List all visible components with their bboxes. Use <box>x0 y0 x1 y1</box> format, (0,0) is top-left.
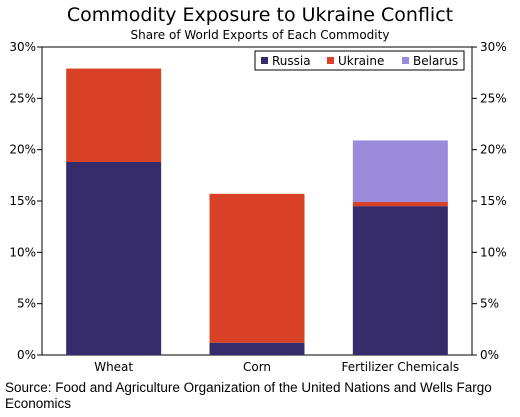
y-tick-label-left: 0% <box>17 348 36 362</box>
y-tick-label-left: 15% <box>9 194 36 208</box>
source-note: Source: Food and Agriculture Organizatio… <box>5 380 492 411</box>
y-tick-label-left: 20% <box>9 143 36 157</box>
y-tick-label-right: 25% <box>480 91 507 105</box>
legend-box <box>254 50 465 71</box>
axes-group: 0% 0% 5% 5% 10% 10% 15% 15% 20% 20% 25% 25% 30% 30% Wh… <box>9 40 506 374</box>
y-tick-label-left: 5% <box>17 297 36 311</box>
x-tick-label: Fertilizer Chemicals <box>342 360 460 374</box>
y-tick-label-right: 0% <box>480 348 499 362</box>
chart-subtitle: Share of World Exports of Each Commodity <box>130 28 390 42</box>
chart-title: Commodity Exposure to Ukraine Conflict <box>66 4 454 26</box>
legend-swatch-russia <box>261 57 268 64</box>
legend-label-ukraine: Ukraine <box>338 54 384 68</box>
legend-label-belarus: Belarus <box>413 54 458 68</box>
bar-russia-fertilizer-chemicals <box>352 206 448 355</box>
x-tick-label: Wheat <box>94 360 133 374</box>
legend-swatch-ukraine <box>327 57 334 64</box>
bar-russia-wheat <box>66 161 162 355</box>
y-tick-label-right: 5% <box>480 297 499 311</box>
legend-swatch-belarus <box>402 57 409 64</box>
x-tick-label: Corn <box>243 360 271 374</box>
bar-ukraine-fertilizer-chemicals <box>352 202 448 207</box>
bars-group <box>66 68 448 355</box>
bar-russia-corn <box>209 342 305 355</box>
y-tick-label-right: 20% <box>480 143 507 157</box>
y-tick-label-left: 25% <box>9 91 36 105</box>
y-tick-label-left: 10% <box>9 245 36 259</box>
legend-label-russia: Russia <box>272 54 311 68</box>
bar-ukraine-corn <box>209 193 305 343</box>
legend: Russia Ukraine Belarus <box>254 50 465 71</box>
y-tick-label-right: 10% <box>480 245 507 259</box>
y-tick-label-left: 30% <box>9 40 36 54</box>
bar-ukraine-wheat <box>66 68 162 162</box>
y-tick-label-right: 30% <box>480 40 507 54</box>
y-tick-label-right: 15% <box>480 194 507 208</box>
bar-belarus-fertilizer-chemicals <box>352 140 448 203</box>
